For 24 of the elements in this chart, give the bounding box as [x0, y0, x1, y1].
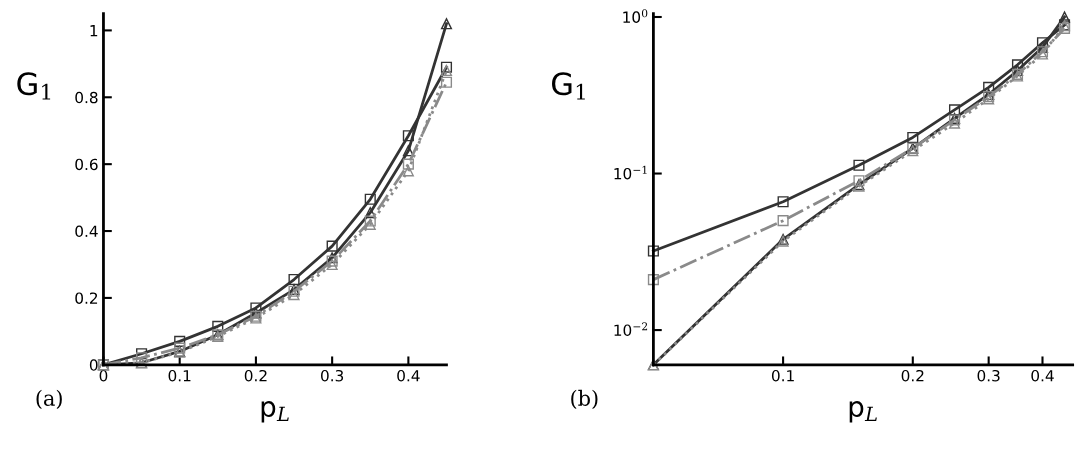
x-tick-label: 0.3 — [321, 369, 344, 382]
text: (a) — [36, 389, 62, 409]
x-tick-label: 0.1 — [168, 369, 191, 382]
y-axis-title: G$_{1}$ — [552, 72, 585, 100]
y-axis-title: G$_{1}$ — [17, 72, 51, 100]
y-tick-label: 10$^{−2}$ — [614, 322, 648, 336]
y-tick-label: 0.4 — [75, 225, 98, 238]
x-tick-label: 0.1 — [771, 369, 794, 382]
y-tick-label: 0.6 — [75, 158, 98, 171]
x-tick-label: 0 — [99, 369, 108, 382]
x-tick-label: 0.2 — [244, 369, 267, 382]
y-tick-label: 10$^{−1}$ — [614, 165, 647, 180]
y-tick-label: 0 — [89, 359, 98, 371]
x-tick-label: 0.4 — [397, 369, 420, 382]
y-tick-label: 1 — [90, 25, 98, 37]
x-axis-title: p$_{L}$ — [849, 401, 877, 423]
x-tick-label: 0.2 — [901, 369, 924, 382]
y-tick-label: 0.8 — [75, 91, 98, 104]
x-axis-title: p$_{L}$ — [261, 401, 289, 423]
y-tick-label: 10$^{0}$ — [623, 9, 648, 23]
text: (b) — [571, 389, 598, 409]
x-tick-label: 0.3 — [977, 369, 1000, 382]
y-tick-label: 0.2 — [75, 292, 98, 304]
x-tick-label: 0.4 — [1031, 369, 1054, 382]
